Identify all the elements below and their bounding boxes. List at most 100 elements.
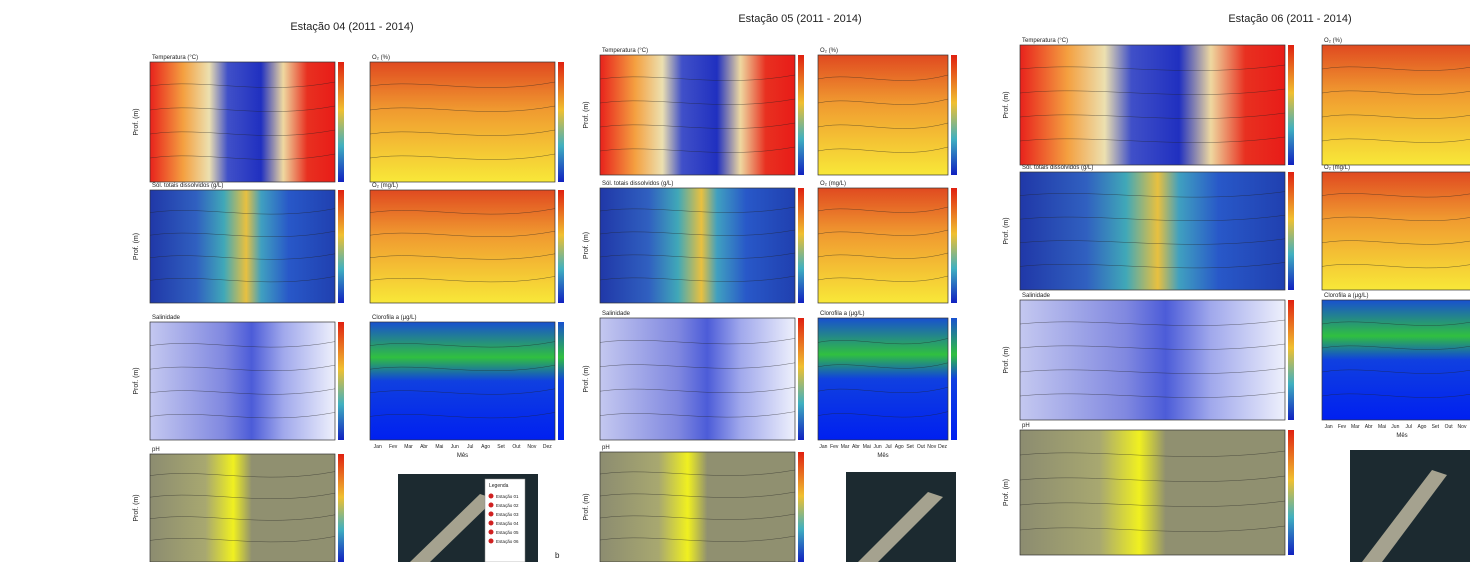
colorbar <box>338 322 344 440</box>
legend-marker <box>489 494 494 499</box>
month-tick: Abr <box>1365 424 1373 430</box>
colorbar <box>1288 45 1294 165</box>
legend-marker <box>489 530 494 535</box>
contour-field <box>150 454 335 562</box>
month-tick: Jul <box>1405 424 1411 430</box>
colorbar <box>338 454 344 562</box>
contour-field <box>1322 45 1470 165</box>
map <box>846 472 956 562</box>
colorbar <box>798 452 804 562</box>
legend-marker <box>489 521 494 526</box>
colorbar <box>798 188 804 303</box>
panel-label: Salinidade <box>602 311 631 317</box>
panel-label: O₂ (mg/L) <box>820 181 846 187</box>
contour-field <box>600 188 795 303</box>
legend-item: Estação 04 <box>496 521 519 526</box>
panel-label: O₂ (mg/L) <box>1324 165 1350 171</box>
legend-item: Estação 02 <box>496 503 519 508</box>
legend-marker <box>489 539 494 544</box>
month-tick: Jun <box>451 444 459 450</box>
month-tick: Fev <box>830 444 839 450</box>
legend-item: Estação 01 <box>496 494 519 499</box>
colorbar <box>951 188 957 303</box>
colorbar <box>558 190 564 303</box>
depth-axis-label: Prof. (m) <box>133 108 140 135</box>
panel-label: Sól. totais dissolvidos (g/L) <box>152 183 223 189</box>
panel-label: O₂ (mg/L) <box>372 183 398 189</box>
month-tick: Abr <box>420 444 428 450</box>
month-tick: Nov <box>527 444 536 450</box>
colorbar <box>798 318 804 440</box>
panel-label: O₂ (%) <box>820 48 838 54</box>
month-tick: Jan <box>819 444 827 450</box>
month-tick: Jan <box>1325 424 1333 430</box>
legend-marker <box>489 512 494 517</box>
colorbar <box>1288 430 1294 555</box>
depth-axis-label: Prof. (m) <box>583 232 590 259</box>
depth-axis-label: Prof. (m) <box>133 367 140 394</box>
contour-field <box>150 190 335 303</box>
depth-axis-label: Prof. (m) <box>133 494 140 521</box>
month-tick: Nov <box>927 444 936 450</box>
contour-field <box>150 322 335 440</box>
month-tick: Mai <box>863 444 871 450</box>
month-tick: Ago <box>1418 424 1427 430</box>
contour-field <box>1020 172 1285 290</box>
contour-field <box>600 55 795 175</box>
x-axis-label: Mês <box>1396 433 1407 439</box>
legend-item: Estação 05 <box>496 530 519 535</box>
contour-field <box>370 190 555 303</box>
depth-axis-label: Prof. (m) <box>1003 346 1010 373</box>
depth-axis-label: Prof. (m) <box>133 233 140 260</box>
month-tick: Mar <box>841 444 850 450</box>
contour-field <box>600 452 795 562</box>
panel-label: Temperatura (°C) <box>602 48 648 54</box>
panel-label: pH <box>1022 423 1030 429</box>
month-tick: Jan <box>374 444 382 450</box>
month-tick: Mar <box>1351 424 1360 430</box>
month-tick: Set <box>497 444 505 450</box>
contour-field <box>1020 45 1285 165</box>
station-title: Estação 04 (2011 - 2014) <box>290 21 413 33</box>
contour-field <box>1020 430 1285 555</box>
month-tick: Abr <box>852 444 860 450</box>
x-axis-label: Mês <box>877 453 888 459</box>
contour-field <box>150 62 335 182</box>
panel-label: Clorofila a (µg/L) <box>372 315 416 321</box>
colorbar <box>798 55 804 175</box>
month-tick: Dez <box>543 444 552 450</box>
month-tick: Mai <box>1378 424 1386 430</box>
panel-label: Sól. totais dissolvidos (g/L) <box>602 181 673 187</box>
colorbar <box>558 62 564 182</box>
station-title: Estação 05 (2011 - 2014) <box>738 13 861 25</box>
contour-field <box>1322 300 1470 420</box>
month-tick: Jul <box>467 444 473 450</box>
contour-field <box>818 188 948 303</box>
month-tick: Fev <box>389 444 398 450</box>
panel-label: Salinidade <box>152 315 181 321</box>
panel-label: O₂ (%) <box>372 55 390 61</box>
station-title: Estação 06 (2011 - 2014) <box>1228 13 1351 25</box>
month-tick: Ago <box>481 444 490 450</box>
panel-label: Temperatura (°C) <box>152 55 198 61</box>
depth-axis-label: Prof. (m) <box>583 493 590 520</box>
figure: b Estação 04 (2011 - 2014) Temperatura (°… <box>0 0 1470 562</box>
x-axis-label: Mês <box>457 453 468 459</box>
contour-field <box>1020 300 1285 420</box>
month-tick: Out <box>512 444 521 450</box>
colorbar <box>1288 300 1294 420</box>
panel-label: O₂ (%) <box>1324 38 1342 44</box>
month-tick: Ago <box>895 444 904 450</box>
month-tick: Set <box>1432 424 1440 430</box>
month-tick: Jul <box>885 444 891 450</box>
panel-label: Clorofila a (µg/L) <box>820 311 864 317</box>
footnote: b <box>555 551 560 560</box>
contour-field <box>370 322 555 440</box>
month-tick: Out <box>1445 424 1454 430</box>
colorbar <box>338 190 344 303</box>
panel-label: Salinidade <box>1022 293 1051 299</box>
colorbar <box>1288 172 1294 290</box>
legend-item: Estação 06 <box>496 539 519 544</box>
panel-label: Clorofila a (µg/L) <box>1324 293 1368 299</box>
colorbar <box>338 62 344 182</box>
